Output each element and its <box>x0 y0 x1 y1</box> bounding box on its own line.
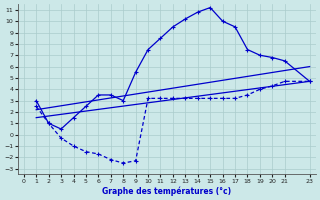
X-axis label: Graphe des températures (°c): Graphe des températures (°c) <box>102 186 231 196</box>
